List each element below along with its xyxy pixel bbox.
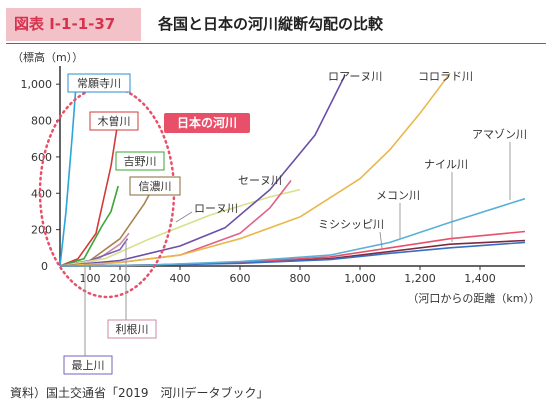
x-ticks: 100 200 400 600 800 1,000 1,200 1,400 <box>80 266 496 285</box>
figure-number: 図表 Ⅰ-1-1-37 <box>6 8 141 41</box>
x-tick-label: 1,000 <box>344 272 376 285</box>
series-label-ローヌ川: ローヌ川 <box>194 202 238 215</box>
y-ticks: 200 400 600 800 1,000 <box>21 78 60 237</box>
series-label-メコン川: メコン川 <box>376 189 420 202</box>
series-label-ナイル川: ナイル川 <box>424 158 468 171</box>
x-tick-label: 100 <box>80 272 101 285</box>
series-label-コロラド川: コロラド川 <box>418 70 473 83</box>
leader-ローヌ川 <box>175 211 193 223</box>
figure-header: 図表 Ⅰ-1-1-37 各国と日本の河川縦断勾配の比較 <box>6 6 546 44</box>
y-tick-label: 600 <box>31 151 52 164</box>
x-tick-label: 1,400 <box>464 272 496 285</box>
label-box-信濃川 <box>129 176 181 196</box>
y-tick-label: 400 <box>31 187 52 200</box>
label-box-最上川 <box>63 355 113 375</box>
figure-title: 各国と日本の河川縦断勾配の比較 <box>158 15 384 33</box>
series-label-利根川: 利根川 <box>116 322 149 336</box>
label-box-木曽川 <box>89 111 139 131</box>
y-tick-label: 200 <box>31 224 52 237</box>
series-line-コロラド川 <box>59 72 451 267</box>
x-tick-label: 600 <box>230 272 251 285</box>
x-tick-label: 400 <box>170 272 191 285</box>
y-tick-label: 800 <box>31 115 52 128</box>
series-label-常願寺川: 常願寺川 <box>77 77 121 90</box>
series-line-常願寺川 <box>59 75 78 267</box>
y-axis-label: （標高（m）） <box>12 50 83 64</box>
x-tick-label: 800 <box>290 272 311 285</box>
series-line-木曽川 <box>59 127 118 267</box>
y-tick-label: 1,000 <box>21 78 53 91</box>
label-box-常願寺川 <box>67 73 131 93</box>
series-label-木曽川: 木曽川 <box>98 114 131 128</box>
series-line-アマゾン川 <box>59 197 526 267</box>
series-label-信濃川: 信濃川 <box>139 179 172 193</box>
x-tick-label: 200 <box>110 272 131 285</box>
series-line-ナイル川 <box>59 241 526 267</box>
japan-group-label: 日本の河川 <box>177 115 237 130</box>
series-line-ローヌ川 <box>59 188 301 267</box>
series-label-吉野川: 吉野川 <box>124 155 157 168</box>
source-note: 資料）国土交通省「2019 河川データブック」 <box>10 386 269 400</box>
japan-group-label-bg <box>164 113 250 133</box>
label-box-利根川 <box>107 319 157 339</box>
series-line-ロアーヌ川 <box>59 74 346 267</box>
series-label-アマゾン川: アマゾン川 <box>472 128 527 141</box>
origin-label: 0 <box>41 260 48 273</box>
series-label-ミシシッピ川: ミシシッピ川 <box>318 218 384 231</box>
x-tick-label: 1,200 <box>404 272 436 285</box>
axes: （標高（m）） （河口からの距離（km）） 0 <box>12 50 540 305</box>
header-rule <box>6 43 546 44</box>
series-lines <box>59 72 526 267</box>
series-line-ミシシッピ川 <box>59 239 526 267</box>
x-axis-label: （河口からの距離（km）） <box>407 291 540 305</box>
series-label-最上川: 最上川 <box>72 359 105 372</box>
series-label-ロアーヌ川: ロアーヌ川 <box>328 70 382 83</box>
label-box-吉野川 <box>115 151 165 171</box>
series-line-吉野川 <box>59 185 119 267</box>
leader-ミシシッピ川 <box>379 231 383 249</box>
series-label-セーヌ川: セーヌ川 <box>238 174 282 187</box>
series-labels: 日本の河川 常願寺川 木曽川 吉野川 信濃川 利根川 最上川 ローヌ川 セーヌ川 <box>63 70 527 375</box>
